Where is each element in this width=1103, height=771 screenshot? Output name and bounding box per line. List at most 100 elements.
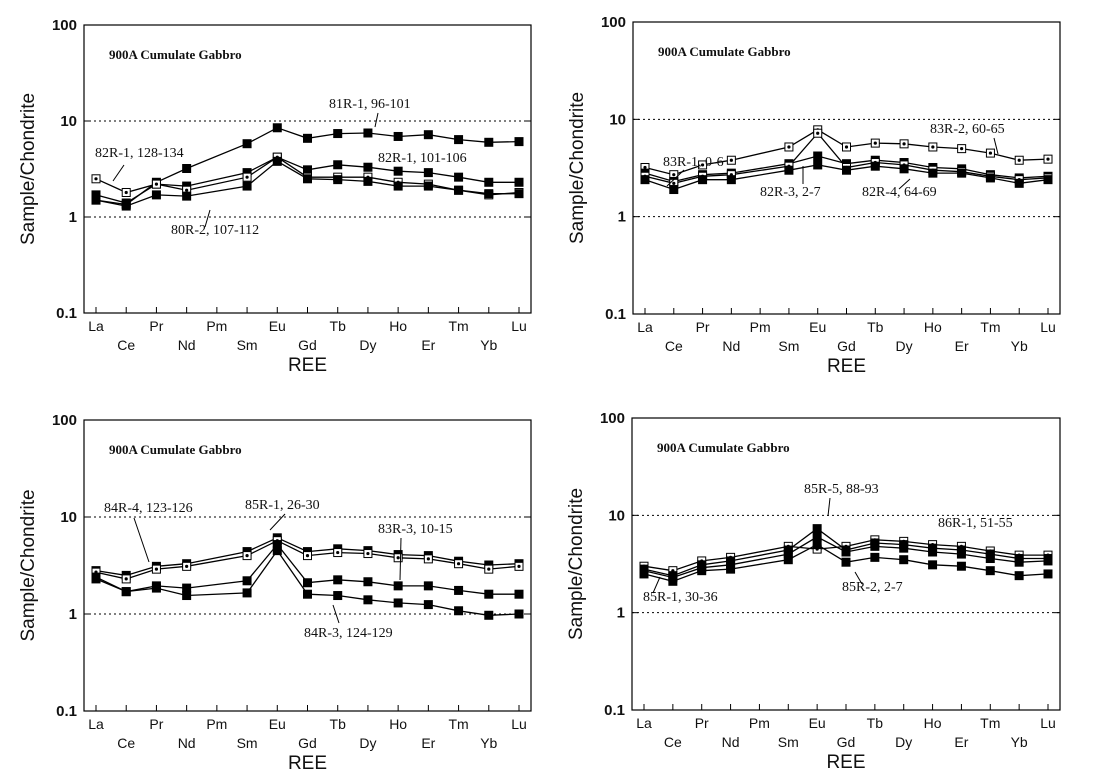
x-tick-label: Er [421,337,435,353]
y-axis-label: Sample/Chondrite [18,489,39,641]
data-point-dot [960,147,964,151]
x-tick-label: Sm [237,735,258,751]
data-point [363,595,373,605]
data-point [956,549,966,559]
x-tick-label: Eu [269,716,286,732]
x-tick-label: Gd [837,734,856,750]
x-tick-label: Tb [330,318,347,334]
y-tick-label: 100 [600,410,625,427]
chart-panel-4: 100 10 1 0.1 La Ce Pr Nd Pm Sm Eu Gd Tb Dy Ho Er Tm Yb Lu R… [566,410,1061,771]
data-point-dot [672,173,676,177]
data-point-dot [487,567,491,571]
x-tick-label: Ho [389,318,407,334]
data-point [423,168,433,178]
x-tick-label: La [637,319,653,335]
data-point [91,574,101,584]
annotation-leader [332,604,340,624]
data-point-dot [154,182,159,186]
data-point [1043,556,1053,566]
y-tick-label: 0.1 [605,306,626,323]
data-point [272,546,282,556]
x-axis-label: REE [288,355,327,376]
x-tick-label: Tm [980,319,1000,335]
data-point-dot [729,158,733,162]
data-point [783,555,793,565]
x-tick-label: Pm [206,716,227,732]
data-point [812,524,822,534]
x-tick-label: Gd [837,338,856,354]
x-tick-label: Eu [269,318,286,334]
y-tick-label: 1 [69,209,77,226]
data-point [841,547,851,557]
data-point [272,123,282,133]
chart-title: 900A Cumulate Gabbro [109,442,242,457]
x-tick-label: Nd [722,734,740,750]
data-point [182,164,192,174]
data-point-dot [672,181,676,185]
data-point [698,175,708,185]
x-tick-label: Tm [448,716,468,732]
data-point-dot [245,175,249,179]
data-point [1014,557,1024,567]
data-point [333,160,343,170]
data-point [514,137,524,147]
x-tick-label: La [636,715,652,731]
x-tick-label: Ho [924,715,942,731]
data-point [985,554,995,564]
data-point [363,176,373,186]
series-4 [91,156,524,211]
series-line [644,155,1049,183]
x-tick-label: Tb [330,716,347,732]
data-point [1014,571,1024,581]
y-tick-label: 100 [601,14,626,31]
series-annotation: 85R-1, 30-36 [643,590,718,605]
y-tick-label: 100 [52,412,77,429]
x-tick-label: Er [954,734,968,750]
x-tick-label: Nd [178,337,196,353]
annotation-leader [374,112,379,128]
y-axis-label: Sample/Chondrite [18,93,39,245]
data-point [363,128,373,138]
data-point [242,181,252,191]
series-line [644,164,1049,191]
data-point [1043,175,1053,185]
data-point-dot [643,165,647,170]
data-point-dot [94,177,98,181]
series-annotation: 84R-4, 123-126 [104,501,193,516]
data-point [899,543,909,553]
data-point [454,585,464,595]
data-point [182,191,192,201]
annotation-leader [666,169,685,187]
series-annotation: 85R-5, 88-93 [804,482,879,497]
y-tick-label: 1 [617,605,625,622]
x-tick-label: Pm [750,319,771,335]
x-axis-label: REE [826,752,865,771]
x-tick-label: Er [421,735,435,751]
data-point [151,190,161,200]
data-point-dot [902,142,906,146]
data-point [870,552,880,562]
series-4 [640,160,1053,195]
y-tick-label: 1 [69,606,77,623]
data-point [1014,178,1024,188]
series-4 [639,540,1053,586]
data-point [514,589,524,599]
data-point [514,177,524,187]
x-tick-label: Yb [1011,338,1028,354]
series-line [95,543,519,595]
series-line [643,527,1048,577]
data-point [928,560,938,570]
data-point [393,131,403,141]
data-point [393,581,403,591]
data-point-dot [185,564,189,568]
x-tick-label: Lu [511,716,527,732]
series-line [643,536,1049,579]
data-point [303,133,312,143]
annotation-leader [399,537,402,581]
data-point [928,547,938,557]
data-point-dot [988,151,993,155]
x-tick-label: Pr [695,715,709,731]
data-point-dot [426,557,430,561]
data-point [393,598,403,608]
series-annotation: 83R-3, 10-15 [378,522,453,537]
